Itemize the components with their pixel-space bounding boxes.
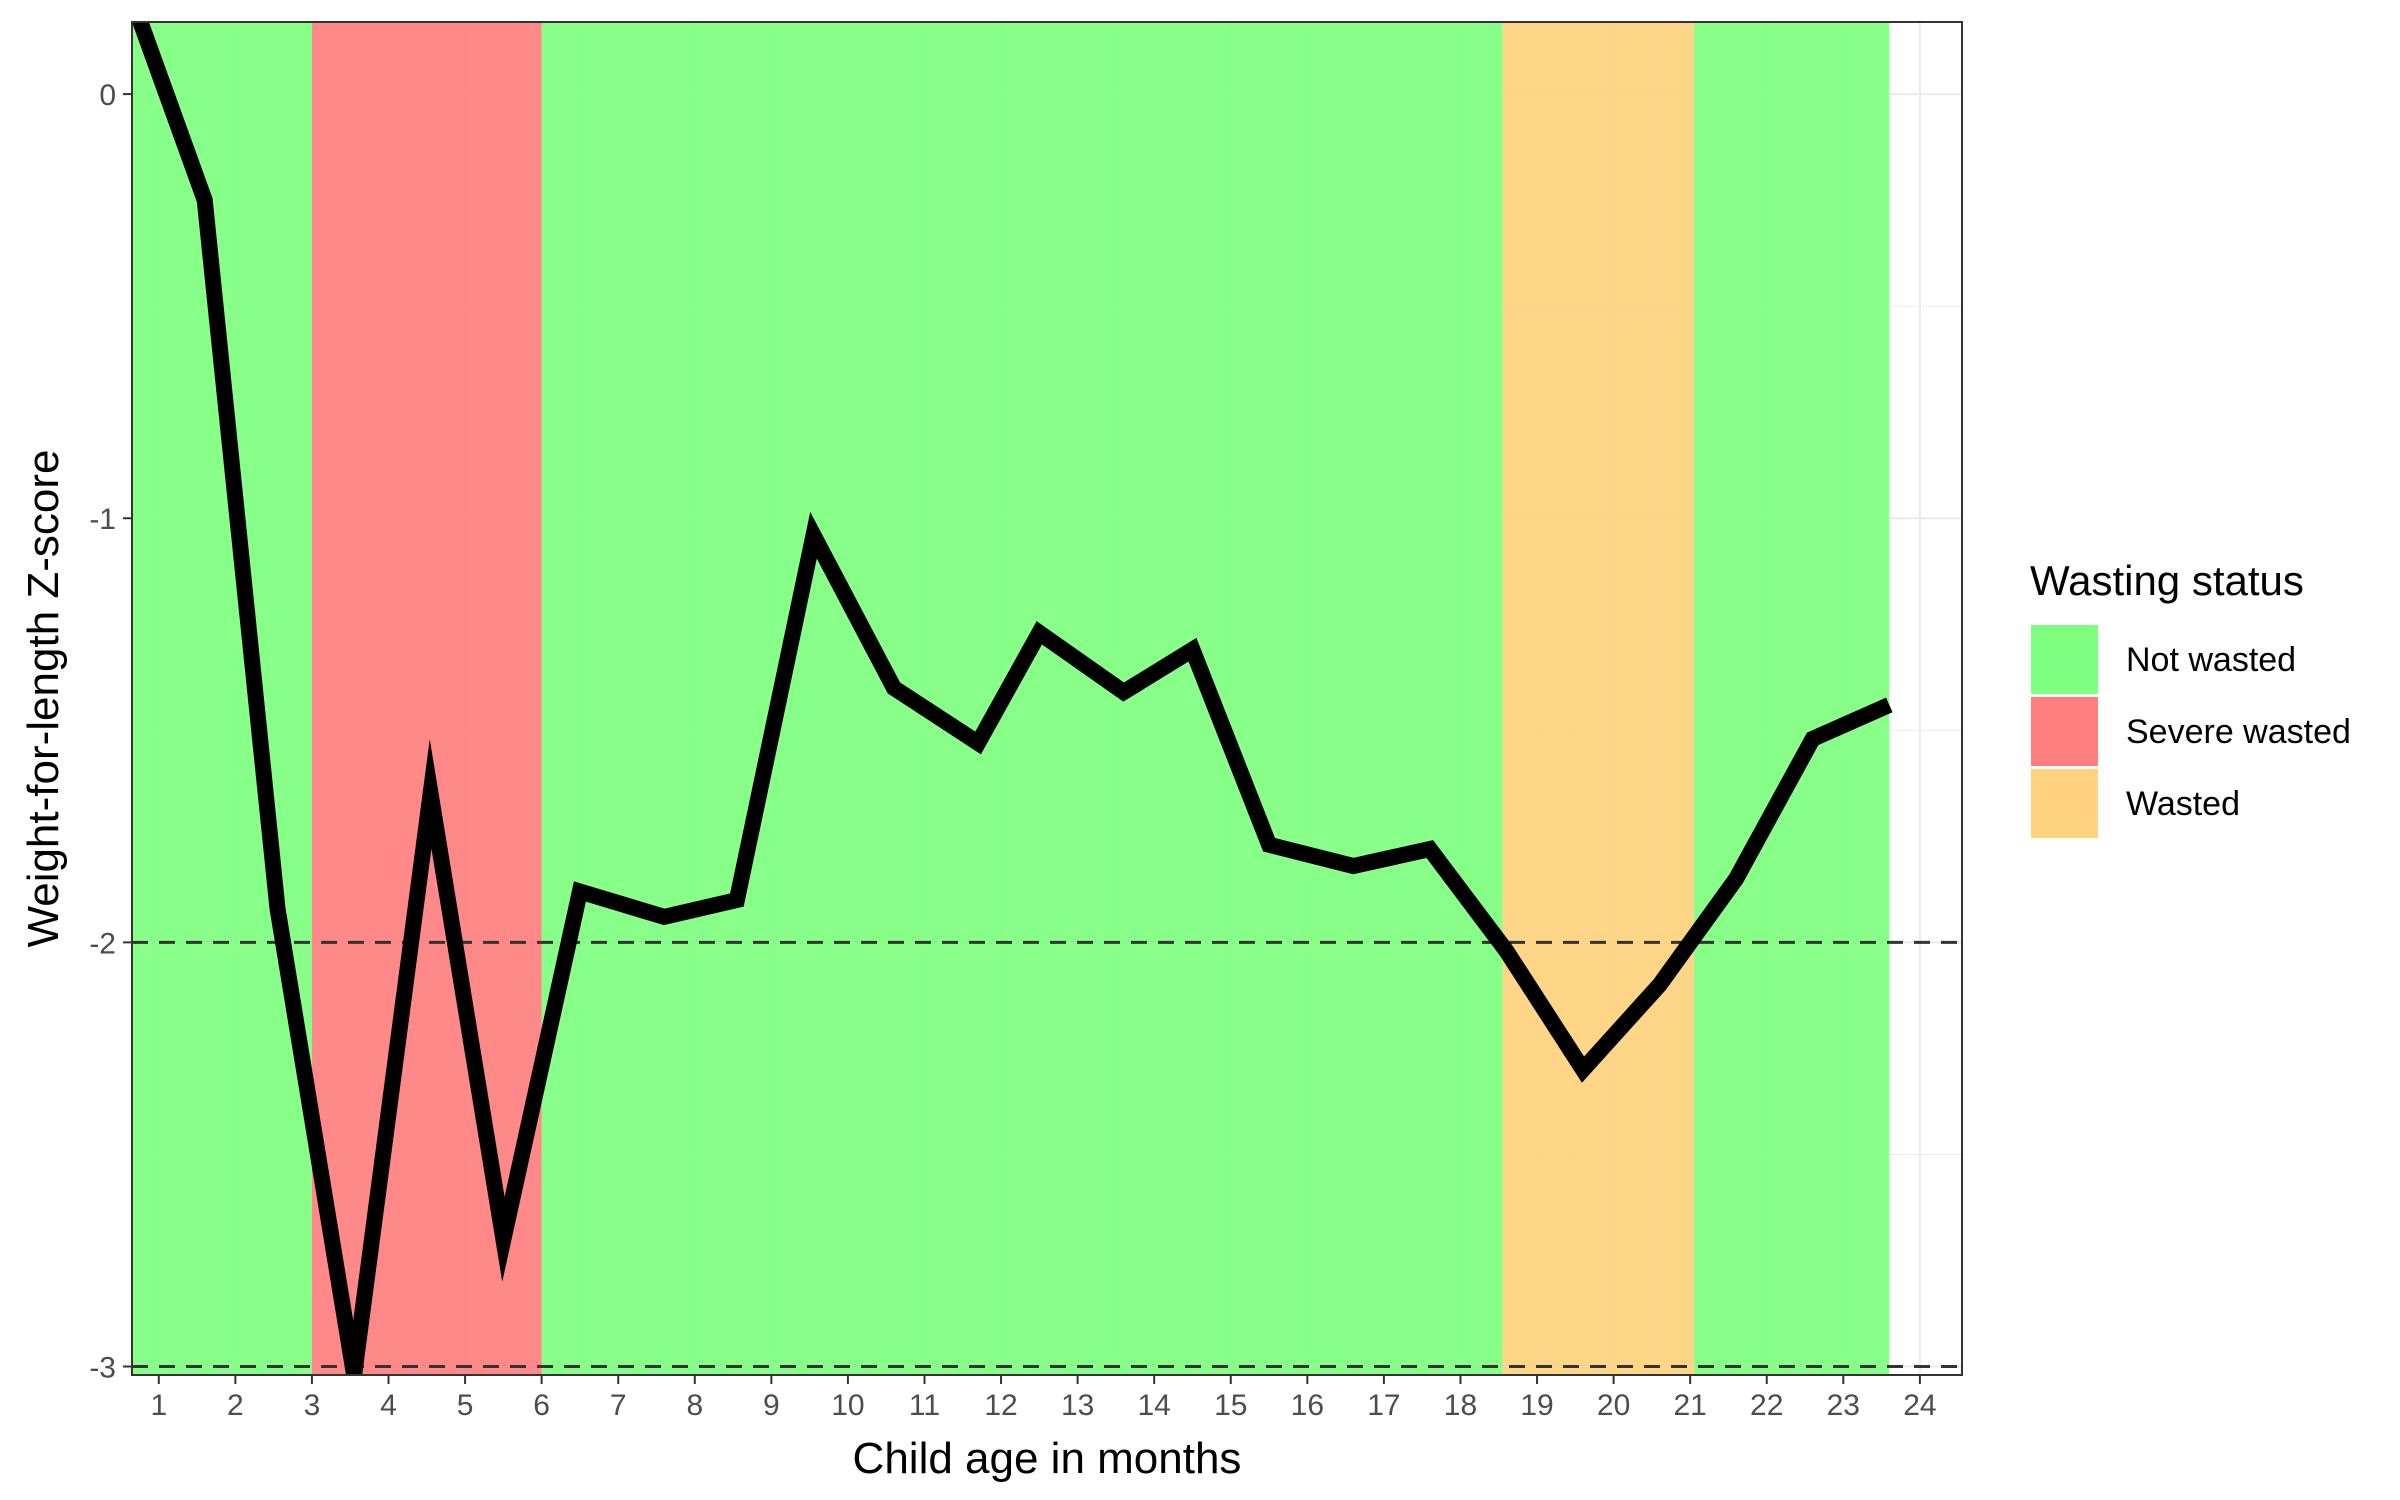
x-axis-title: Child age in months xyxy=(853,1434,1242,1483)
x-tick-label: 14 xyxy=(1138,1389,1171,1422)
status-bands xyxy=(132,22,1890,1375)
zscore-line xyxy=(132,22,1893,1375)
x-tick-label: 21 xyxy=(1673,1389,1706,1422)
x-tick-label: 16 xyxy=(1291,1389,1324,1422)
x-tick-label: 17 xyxy=(1367,1389,1400,1422)
x-tick-label: 19 xyxy=(1520,1389,1553,1422)
reference-lines xyxy=(132,940,1962,1369)
x-tick-label: 5 xyxy=(457,1389,474,1422)
x-tick-label: 15 xyxy=(1214,1389,1247,1422)
band-not-wasted xyxy=(541,22,1503,1375)
x-tick-label: 24 xyxy=(1903,1389,1936,1422)
x-tick-label: 10 xyxy=(831,1389,864,1422)
x-tick-label: 4 xyxy=(380,1389,397,1422)
legend-title: Wasting status xyxy=(2030,557,2304,604)
legend: Wasting status Not wasted Severe wasted Wa… xyxy=(2030,557,2351,838)
x-tick-label: 18 xyxy=(1444,1389,1477,1422)
x-tick-label: 20 xyxy=(1597,1389,1630,1422)
y-axis-ticks: 0 -1 -2 -3 xyxy=(89,79,132,1385)
legend-label: Not wasted xyxy=(2126,641,2296,679)
x-tick-label: 13 xyxy=(1061,1389,1094,1422)
legend-key-not-wasted xyxy=(2031,625,2098,694)
legend-key-severe-wasted xyxy=(2031,697,2098,766)
y-axis-title: Weight-for-length Z-score xyxy=(19,449,68,947)
x-tick-label: 22 xyxy=(1750,1389,1783,1422)
x-tick-label: 3 xyxy=(304,1389,321,1422)
legend-label: Wasted xyxy=(2126,785,2240,823)
x-tick-label: 8 xyxy=(686,1389,703,1422)
y-tick-label: -2 xyxy=(89,927,116,960)
legend-key-wasted xyxy=(2031,769,2098,838)
band-not-wasted xyxy=(132,22,312,1375)
y-tick-label: -3 xyxy=(89,1352,116,1385)
y-tick-label: 0 xyxy=(99,79,116,112)
legend-label: Severe wasted xyxy=(2126,713,2351,751)
band-not-wasted xyxy=(1694,22,1890,1375)
zscore-series xyxy=(132,22,1893,1375)
band-wasted xyxy=(1502,22,1695,1375)
x-tick-label: 2 xyxy=(227,1389,244,1422)
x-tick-label: 12 xyxy=(984,1389,1017,1422)
x-tick-label: 7 xyxy=(610,1389,627,1422)
x-axis-ticks: 1 2 3 4 5 6 7 8 9 10 11 12 13 14 15 16 17 18 19 20 21 22 23 24 xyxy=(150,1375,1937,1422)
panel-border xyxy=(131,21,1963,1376)
x-tick-label: 1 xyxy=(150,1389,167,1422)
x-tick-label: 11 xyxy=(909,1389,940,1422)
y-tick-label: -1 xyxy=(89,503,116,536)
band-severe-wasted xyxy=(311,22,542,1375)
x-tick-label: 6 xyxy=(533,1389,550,1422)
x-tick-label: 9 xyxy=(763,1389,780,1422)
x-tick-label: 23 xyxy=(1827,1389,1860,1422)
